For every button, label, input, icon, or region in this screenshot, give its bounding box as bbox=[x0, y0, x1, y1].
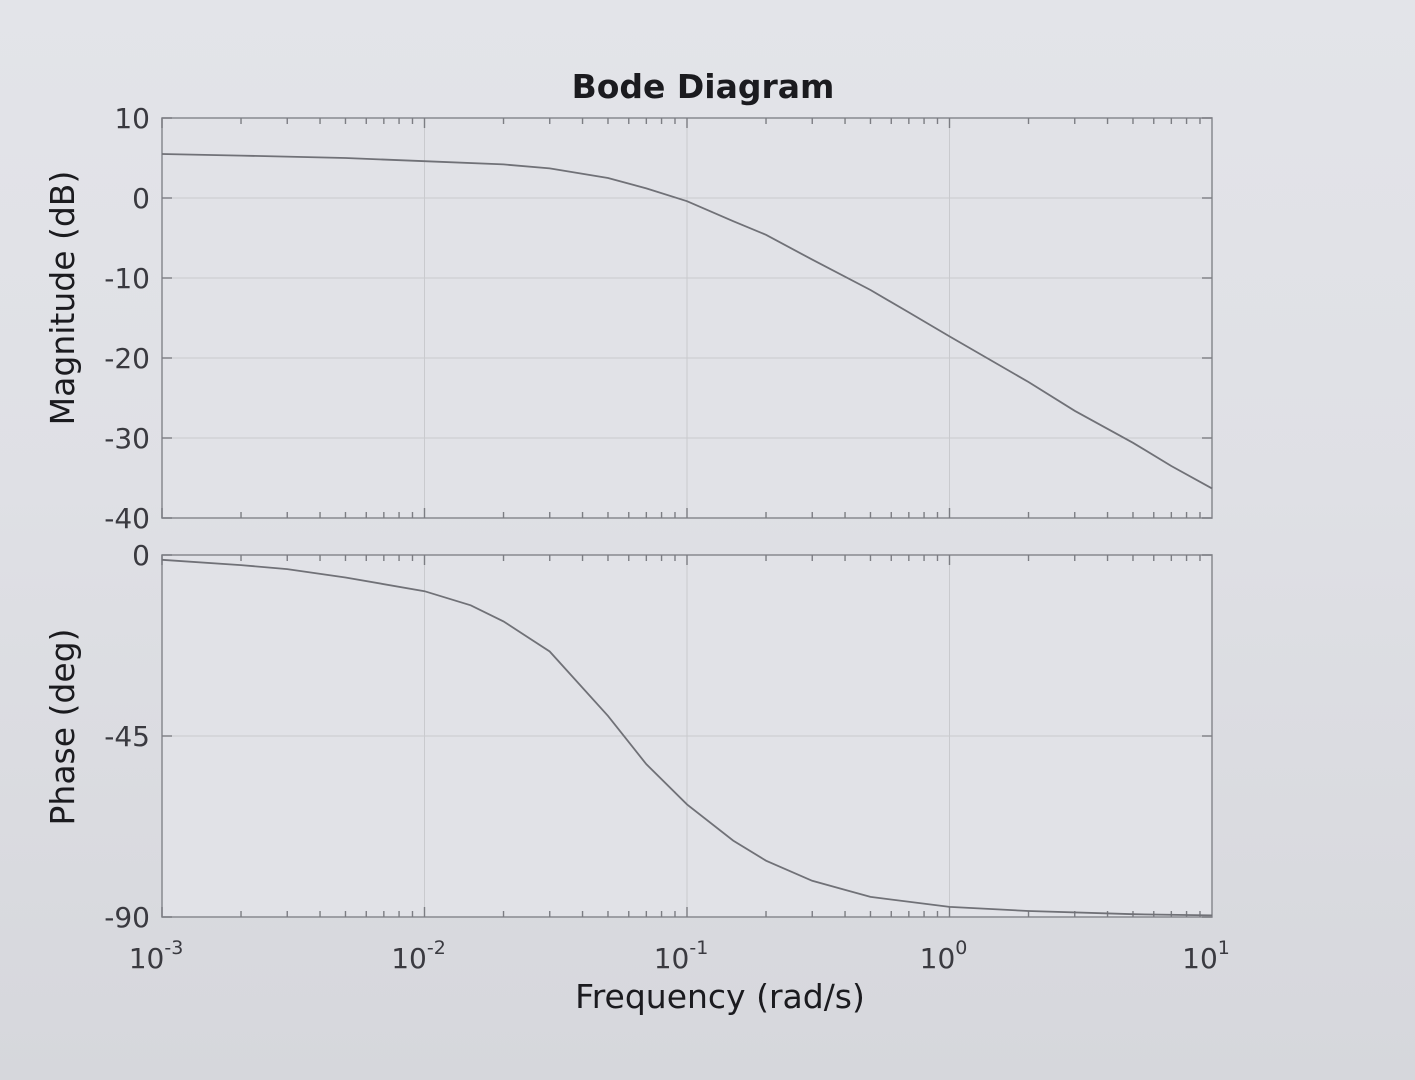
magnitude-ticks: 10 0 -10 -20 -30 -40 bbox=[104, 102, 1212, 535]
phase-curve bbox=[161, 558, 1213, 917]
frequency-x-tick-label: 100 bbox=[920, 937, 968, 975]
x-tick-exponent: -2 bbox=[427, 937, 446, 959]
magnitude-y-axis-label: Magnitude (dB) bbox=[43, 171, 82, 426]
x-tick-exponent: -3 bbox=[164, 937, 183, 959]
frequency-x-tick-label: 10-3 bbox=[129, 937, 184, 975]
frequency-x-axis-label: Frequency (rad/s) bbox=[575, 977, 865, 1016]
x-tick-exponent: -1 bbox=[689, 937, 708, 959]
x-tick-base: 10 bbox=[920, 942, 956, 975]
chart-title: Bode Diagram bbox=[572, 67, 835, 106]
magnitude-y-tick-label: 0 bbox=[132, 182, 150, 215]
frequency-x-tick-label: 10-2 bbox=[391, 937, 446, 975]
magnitude-y-tick-label: -30 bbox=[104, 422, 150, 455]
magnitude-grid bbox=[162, 118, 1212, 518]
x-tick-exponent: 1 bbox=[1218, 937, 1230, 959]
phase-y-tick-label: -45 bbox=[104, 720, 150, 753]
magnitude-y-tick-label: -20 bbox=[104, 342, 150, 375]
phase-grid bbox=[162, 555, 1212, 917]
x-tick-base: 10 bbox=[391, 942, 427, 975]
x-tick-exponent: 0 bbox=[955, 937, 967, 959]
magnitude-curve bbox=[161, 153, 1213, 490]
phase-y-tick-label: 0 bbox=[132, 539, 150, 572]
phase-y-axis-label: Phase (deg) bbox=[43, 629, 82, 826]
x-tick-base: 10 bbox=[1182, 942, 1218, 975]
x-tick-base: 10 bbox=[654, 942, 690, 975]
magnitude-y-tick-label: -10 bbox=[104, 262, 150, 295]
magnitude-panel: 10 0 -10 -20 -30 -40 Magnitude (dB) bbox=[43, 102, 1213, 535]
frequency-x-tick-label: 10-1 bbox=[654, 937, 709, 975]
magnitude-y-tick-label: -40 bbox=[104, 502, 150, 535]
phase-y-tick-label: -90 bbox=[104, 901, 150, 934]
frequency-x-tick-label: 101 bbox=[1182, 937, 1230, 975]
x-tick-base: 10 bbox=[129, 942, 165, 975]
magnitude-y-tick-label: 10 bbox=[114, 102, 150, 135]
